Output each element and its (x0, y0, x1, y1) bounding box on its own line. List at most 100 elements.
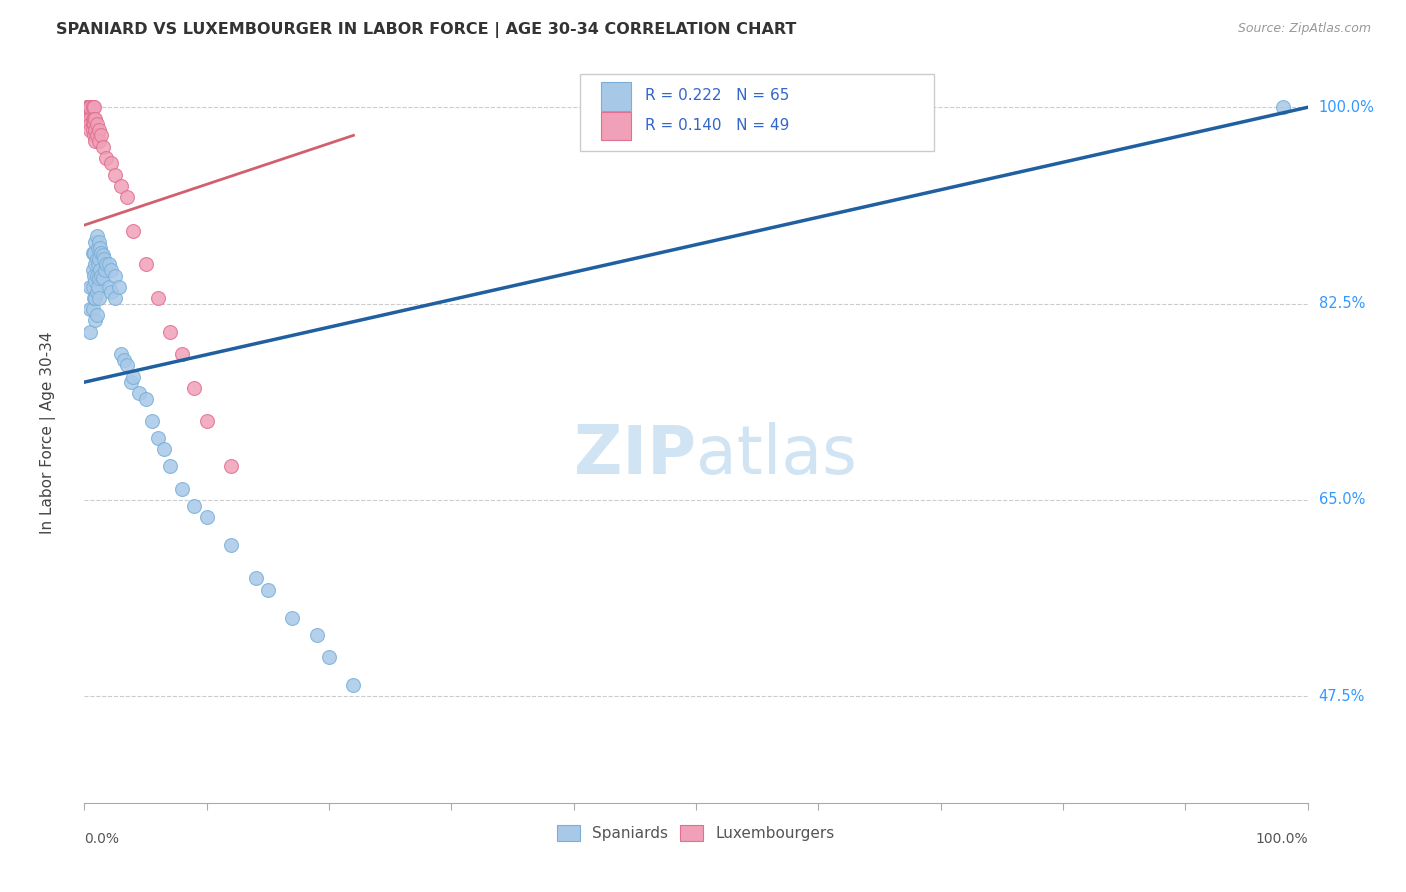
Point (82, 246, 104, 260)
Point (219, 459, 242, 474)
Point (342, 678, 364, 692)
Text: atlas: atlas (696, 422, 856, 488)
Text: SPANIARD VS LUXEMBOURGER IN LABOR FORCE | AGE 30-34 CORRELATION CHART: SPANIARD VS LUXEMBOURGER IN LABOR FORCE … (56, 22, 797, 38)
Point (93, 252, 115, 266)
Point (104, 291, 127, 305)
Point (83, 100, 105, 114)
Point (87, 257, 110, 271)
Point (91, 270, 114, 285)
Point (100, 285, 122, 300)
Text: 47.5%: 47.5% (1319, 689, 1365, 704)
Point (77, 100, 100, 114)
Point (1272, 100, 1295, 114)
Point (82, 122, 104, 136)
Point (89, 263, 111, 277)
Point (83, 291, 105, 305)
Point (96, 257, 118, 271)
Point (141, 414, 163, 428)
Point (96, 151, 118, 165)
Point (86, 285, 108, 300)
Point (112, 352, 135, 367)
Point (77, 100, 100, 114)
Point (104, 268, 127, 283)
Point (79, 280, 101, 294)
Point (84, 134, 107, 148)
Point (77, 112, 100, 126)
Point (77, 100, 100, 114)
Legend: Spaniards, Luxembourgers: Spaniards, Luxembourgers (551, 819, 841, 847)
Point (77, 100, 100, 114)
Point (281, 610, 304, 624)
Point (84, 291, 107, 305)
Point (79, 112, 101, 126)
Point (87, 280, 110, 294)
Text: R = 0.222   N = 65: R = 0.222 N = 65 (644, 88, 789, 103)
Point (87, 134, 110, 148)
Point (135, 392, 157, 406)
Point (90, 268, 112, 283)
Bar (600, 82, 631, 111)
Point (128, 386, 150, 401)
Point (86, 252, 108, 266)
Point (87, 122, 110, 136)
Bar (600, 112, 631, 140)
Point (79, 100, 101, 114)
Point (110, 347, 132, 361)
Point (87, 240, 110, 255)
Point (183, 499, 205, 513)
Point (83, 246, 105, 260)
Point (257, 582, 280, 597)
Point (120, 375, 142, 389)
Text: ZIP: ZIP (574, 422, 696, 488)
Text: In Labor Force | Age 30-34: In Labor Force | Age 30-34 (39, 331, 56, 534)
Point (100, 263, 122, 277)
Point (79, 302, 101, 317)
Point (77, 100, 100, 114)
Point (87, 252, 110, 266)
Point (87, 235, 110, 249)
Text: 0.0%: 0.0% (84, 832, 120, 847)
Point (90, 246, 112, 260)
Point (115, 359, 138, 373)
Point (82, 117, 104, 131)
Point (86, 128, 108, 143)
Point (82, 100, 104, 114)
Point (159, 325, 181, 339)
Point (94, 263, 117, 277)
Text: 100.0%: 100.0% (1256, 832, 1308, 847)
Point (91, 139, 114, 153)
Point (122, 224, 145, 238)
Point (79, 100, 101, 114)
Point (77, 100, 100, 114)
Point (86, 308, 108, 322)
Point (195, 509, 218, 524)
Point (79, 117, 101, 131)
Point (87, 291, 110, 305)
Point (82, 263, 104, 277)
Point (219, 538, 242, 552)
Point (245, 571, 267, 585)
Point (79, 100, 101, 114)
Point (84, 122, 107, 136)
Point (79, 325, 101, 339)
Point (77, 100, 100, 114)
Point (83, 112, 105, 126)
Text: 65.0%: 65.0% (1319, 492, 1365, 508)
Text: 82.5%: 82.5% (1319, 296, 1365, 311)
Point (84, 257, 107, 271)
Point (77, 100, 100, 114)
Point (87, 270, 110, 285)
Point (146, 431, 169, 445)
Point (82, 302, 104, 317)
Point (122, 369, 145, 384)
Point (97, 257, 120, 271)
Point (91, 248, 114, 262)
Point (82, 100, 104, 114)
Point (83, 128, 105, 143)
Text: R = 0.140   N = 49: R = 0.140 N = 49 (644, 118, 789, 133)
Point (318, 650, 340, 665)
Point (82, 112, 104, 126)
Point (84, 274, 107, 288)
Point (153, 442, 176, 457)
Point (135, 257, 157, 271)
